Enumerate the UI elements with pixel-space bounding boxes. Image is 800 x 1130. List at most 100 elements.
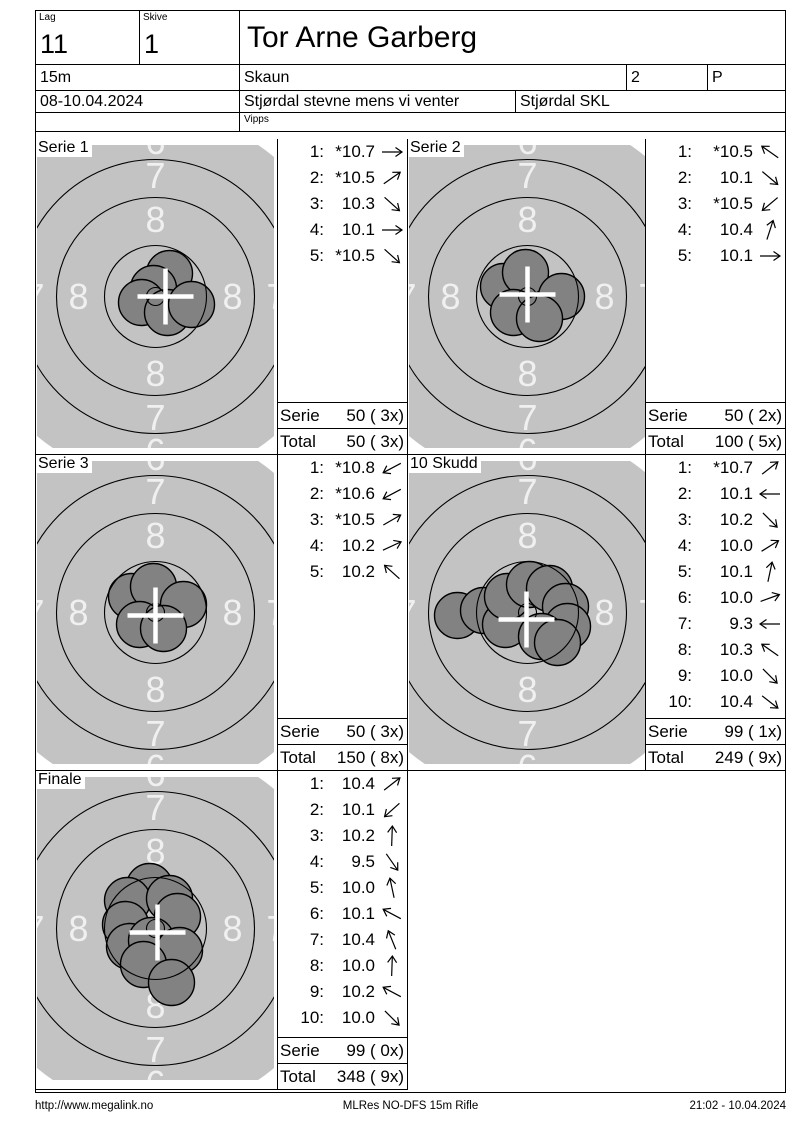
total-value: 50 ( 3x) [346,431,404,451]
shot-value: 10.0 [719,588,753,607]
shot-number: 8: [677,640,692,659]
shot-value: 9.5 [351,852,375,871]
target-panel: Serie 1 6788887677 1:*10.72:*10.53:10.34… [36,139,408,454]
shot-row: 3: 10.3 [278,191,407,217]
ring-number-label: 8 [440,276,460,317]
shot-row: 5: 10.0 [278,875,407,901]
distance-cell: 15m [36,65,240,90]
shot-arrow-wrap [754,244,785,268]
skive-value: 1 [144,29,160,59]
ring-number-label: 8 [517,199,537,240]
serie-value: 99 ( 1x) [724,721,782,741]
ring-number-label: 6 [145,145,165,162]
shot-arrow-wrap [754,482,785,506]
shot-arrow-wrap [376,824,407,848]
shot-direction-arrow [759,251,781,261]
shot-direction-arrow [760,539,779,552]
target-panel: Serie 3 6788887677 1:*10.82:*10.63:*10.5… [36,455,408,770]
ring-number-label: 6 [517,431,537,448]
shot-direction-arrow [381,907,401,920]
shot-number: 5: [677,246,692,265]
ring-number-label: 7 [638,276,646,317]
ring-number-label: 6 [145,777,165,794]
shot-value: 10.4 [341,774,375,793]
shot-number: 1: [677,142,692,161]
shot-row: 5: 10.2 [278,559,407,585]
shot-value: 10.0 [341,956,375,975]
shot-row: 2: 10.1 [278,797,407,823]
shot-row: 4: 10.1 [278,217,407,243]
target-panels: Serie 1 6788887677 1:*10.72:*10.53:10.34… [36,139,785,1090]
serie-value: 50 ( 3x) [346,405,404,425]
shot-arrow-wrap [376,980,407,1004]
shot-value: *10.5 [713,194,753,213]
shot-direction-arrow [765,219,776,240]
shot-arrow-wrap [376,166,407,190]
shot-value: 10.1 [341,800,375,819]
shot-direction-arrow [762,512,778,528]
ring-number-label: 8 [517,515,537,556]
ring-number-label: 6 [517,461,537,478]
shot-arrow-wrap [754,638,785,662]
skive-label: Skive [143,12,168,23]
ring-number-label: 8 [594,276,614,317]
shot-hole [147,958,196,1007]
shot-direction-arrow [761,197,778,212]
shot-row: 2: *10.5 [278,165,407,191]
ring-number-label: 8 [68,908,88,949]
shot-row: 10: 10.4 [646,689,785,715]
shot-direction-arrow [384,1010,400,1026]
ring-number-label: 8 [517,353,537,394]
shot-row: 1: *10.8 [278,455,407,481]
header-row-4: Vipps [36,113,785,132]
ring-number-label: 7 [145,713,165,754]
mpi-cross [129,904,186,961]
shot-value: *10.5 [335,510,375,529]
lag-label: Lag [39,12,56,23]
shot-value: 10.1 [719,246,753,265]
serie-label: Serie [280,1040,320,1060]
shot-direction-arrow [383,196,400,212]
ring-number-label: 7 [145,397,165,438]
shot-value: 10.4 [341,930,375,949]
target-panel: Finale 6788887677 1:10.42:10.13:10.24:9.… [36,771,408,1090]
ring-number-label: 8 [68,276,88,317]
total-label: Total [648,431,684,451]
footer-timestamp: 21:02 - 10.04.2024 [689,1100,786,1112]
footer-program: MLRes NO-DFS 15m Rifle [342,1100,479,1112]
shot-row: 7: 10.4 [278,927,407,953]
shot-number: 8: [309,956,324,975]
shot-arrow-wrap [376,850,407,874]
shot-value: *10.8 [335,458,375,477]
total-value: 249 ( 9x) [714,747,782,767]
serie-summary-row: Serie 99 ( 0x) [278,1037,407,1063]
ring-number-label: 7 [145,155,165,196]
ring-circle [409,158,645,435]
shot-arrow-wrap [754,560,785,584]
shot-number: 7: [309,930,324,949]
shot-arrow-wrap [376,772,407,796]
shot-row: 2: *10.6 [278,481,407,507]
ring-number-label: 7 [517,397,537,438]
ring-circle [427,512,628,713]
ring-number-label: 8 [222,276,242,317]
ring-number-label: 7 [145,1029,165,1070]
shot-value: 10.4 [719,692,753,711]
ring-number-label: 6 [145,431,165,448]
ring-circle [103,560,208,665]
shot-number: 10: [300,1008,324,1027]
ring-number-label: 8 [145,831,165,872]
shot-arrow-wrap [754,534,785,558]
shot-number: 3: [309,194,324,213]
shot-row: 9: 10.0 [646,663,785,689]
total-summary-row: Total 100 ( 5x) [646,428,785,454]
ring-number-label: 8 [145,515,165,556]
panel-summary: Serie 50 ( 3x) Total 150 ( 8x) [278,718,407,770]
shot-arrow-wrap [376,218,407,242]
total-label: Total [648,747,684,767]
shot-direction-arrow [382,513,402,526]
shot-direction-arrow [383,564,400,580]
shot-direction-arrow [385,853,398,872]
shot-value: 9.3 [729,614,753,633]
shot-number: 7: [677,614,692,633]
